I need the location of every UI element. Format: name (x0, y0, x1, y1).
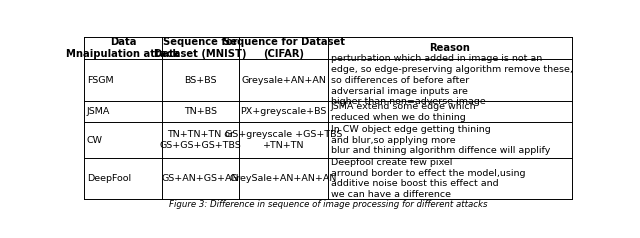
Text: GS+AN+GS+AN: GS+AN+GS+AN (162, 174, 239, 183)
Text: Deepfool create few pixel
arround border to effect the model,using
additive nois: Deepfool create few pixel arround border… (331, 158, 525, 199)
Text: Figure 3: Difference in sequence of image processing for different attacks: Figure 3: Difference in sequence of imag… (169, 199, 487, 208)
Text: JSMA extend some edge which
reduced when we do thining: JSMA extend some edge which reduced when… (331, 102, 477, 122)
Bar (84, 37, 572, 199)
Text: Greysale+AN+AN: Greysale+AN+AN (241, 76, 326, 85)
Text: Reason: Reason (429, 43, 470, 53)
Text: DeepFool: DeepFool (87, 174, 131, 183)
Text: In CW object edge getting thining
and blur,so applying more
blur and thining alg: In CW object edge getting thining and bl… (331, 125, 550, 155)
Text: PX+greyscale+BS: PX+greyscale+BS (241, 108, 327, 116)
Text: Data
Mnaipulation attack: Data Mnaipulation attack (67, 37, 180, 59)
Text: perturbation which added in image is not an
edge, so edge-preserving algorithm r: perturbation which added in image is not… (331, 55, 573, 106)
Text: TN+BS: TN+BS (184, 108, 217, 116)
Text: CW: CW (87, 136, 103, 145)
Text: FSGM: FSGM (87, 76, 113, 85)
Text: GreySale+AN+AN+AN: GreySale+AN+AN+AN (230, 174, 337, 183)
Text: BS+BS: BS+BS (184, 76, 217, 85)
Text: Sequence for
Dataset (MNIST): Sequence for Dataset (MNIST) (154, 37, 247, 59)
Text: GS+greyscale +GS+TBS
+TN+TN: GS+greyscale +GS+TBS +TN+TN (225, 130, 342, 150)
Text: TN+TN+TN or
GS+GS+GS+TBS: TN+TN+TN or GS+GS+GS+TBS (160, 130, 241, 150)
Text: Sequence for Dataset
(CIFAR): Sequence for Dataset (CIFAR) (223, 37, 344, 59)
Text: JSMA: JSMA (87, 108, 110, 116)
